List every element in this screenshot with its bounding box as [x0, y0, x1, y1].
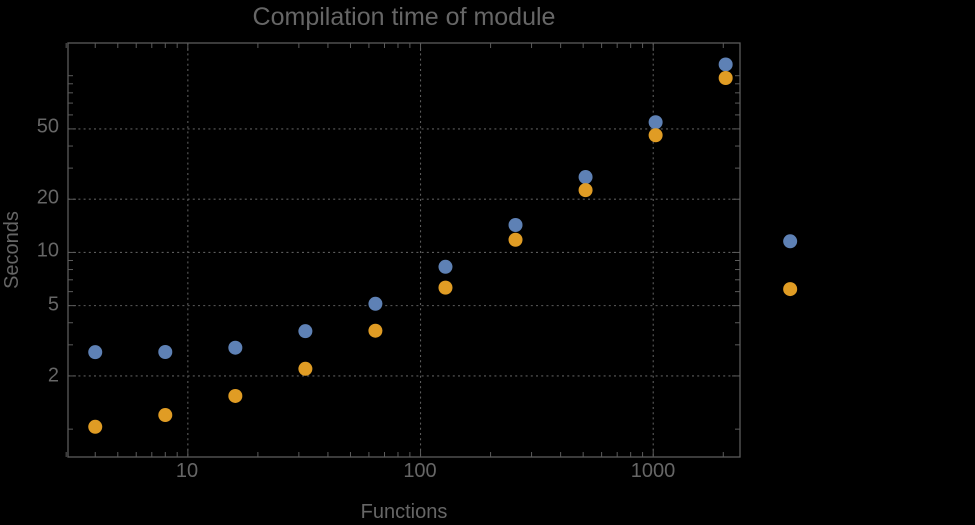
svg-text:Seconds: Seconds	[1, 211, 23, 289]
